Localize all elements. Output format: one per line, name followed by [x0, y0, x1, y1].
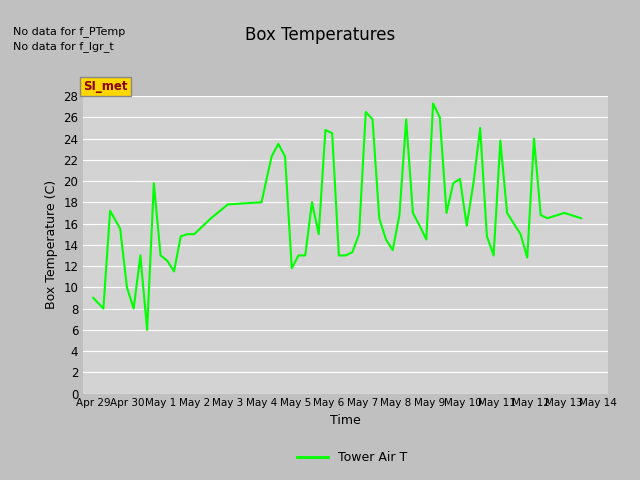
Text: No data for f_lgr_t: No data for f_lgr_t [13, 41, 113, 52]
Text: SI_met: SI_met [83, 80, 128, 93]
Text: No data for f_PTemp: No data for f_PTemp [13, 26, 125, 37]
Legend: Tower Air T: Tower Air T [292, 446, 412, 469]
Text: Box Temperatures: Box Temperatures [245, 26, 395, 45]
X-axis label: Time: Time [330, 414, 361, 427]
Y-axis label: Box Temperature (C): Box Temperature (C) [45, 180, 58, 310]
